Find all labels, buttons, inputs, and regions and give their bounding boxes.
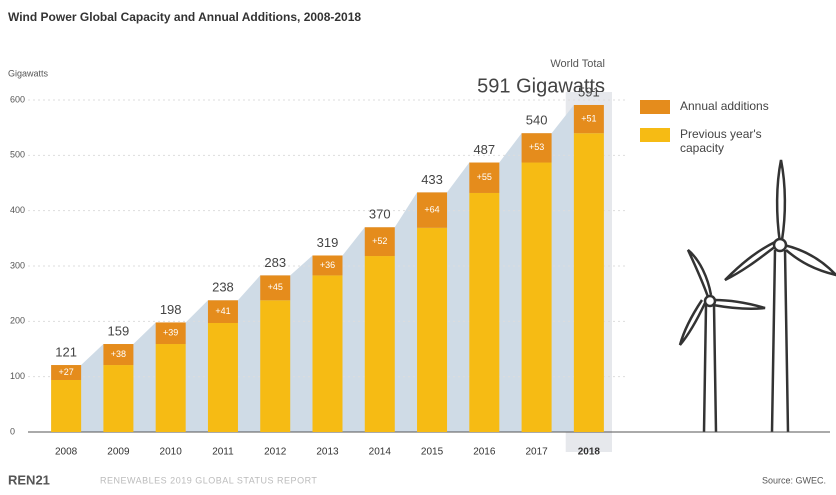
value-label: +39 <box>163 328 178 338</box>
total-label: 159 <box>108 323 130 338</box>
x-tick-label: 2008 <box>55 447 78 458</box>
bar-segment <box>573 104 604 134</box>
bar-segment <box>521 133 552 163</box>
bar-segment <box>364 227 395 257</box>
turbines <box>678 159 836 433</box>
legend-label: Previous year's capacity <box>680 127 762 155</box>
bar-segment <box>364 256 395 432</box>
x-tick-label: 2013 <box>316 447 339 458</box>
bar-segment <box>103 344 134 366</box>
y-tick-label: 100 <box>10 371 25 381</box>
legend-label: Annual additions <box>680 99 769 113</box>
total-label: 198 <box>160 302 182 317</box>
total-label: 370 <box>369 207 391 222</box>
bar-segment <box>260 275 291 301</box>
bar-segment <box>260 300 291 432</box>
bar-segment <box>417 227 448 432</box>
bar-segment <box>312 255 343 276</box>
bar-segment <box>51 365 82 380</box>
y-tick-label: 600 <box>10 94 25 104</box>
footer-brand: REN21 <box>8 472 50 487</box>
value-label: +41 <box>215 306 230 316</box>
x-tick-label: 2010 <box>160 447 183 458</box>
legend-swatch <box>640 128 670 142</box>
value-label: +55 <box>477 172 492 182</box>
value-label: +64 <box>424 204 439 214</box>
bar-segment <box>51 379 82 432</box>
bar-segment <box>155 322 186 345</box>
total-label: 487 <box>473 142 495 157</box>
total-label: 540 <box>526 113 548 128</box>
chart-title: Wind Power Global Capacity and Annual Ad… <box>8 10 361 24</box>
total-label: 283 <box>264 255 286 270</box>
y-tick-label: 500 <box>10 150 25 160</box>
total-label: 121 <box>55 344 77 359</box>
value-label: +53 <box>529 142 544 152</box>
total-label: 591 <box>578 84 600 99</box>
bar-segment <box>469 162 500 193</box>
footer-source: Source: GWEC. <box>762 475 826 485</box>
value-label: +36 <box>320 260 335 270</box>
value-label: +38 <box>111 349 126 359</box>
bar-segment <box>312 275 343 432</box>
bar-segment <box>469 192 500 432</box>
y-axis-label: Gigawatts <box>8 68 49 78</box>
y-tick-label: 0 <box>10 426 15 436</box>
annotation-value: 591 Gigawatts <box>477 75 605 97</box>
bar-segment <box>573 133 604 432</box>
footer-report: RENEWABLES 2019 GLOBAL STATUS REPORT <box>100 475 317 485</box>
x-tick-label: 2017 <box>525 447 548 458</box>
x-tick-label: 2015 <box>421 447 444 458</box>
total-label: 319 <box>317 235 339 250</box>
bar-segment <box>155 344 186 432</box>
total-label: 433 <box>421 172 443 187</box>
value-label: +52 <box>372 236 387 246</box>
bar-segment <box>103 365 134 432</box>
x-tick-label: 2014 <box>369 447 392 458</box>
legend-swatch <box>640 100 670 114</box>
bar-segment <box>521 162 552 432</box>
x-tick-label: 2012 <box>264 447 287 458</box>
annotation-label: World Total <box>550 58 605 70</box>
value-label: +27 <box>58 367 73 377</box>
total-label: 238 <box>212 280 234 295</box>
value-label: +51 <box>581 113 596 123</box>
value-label: +45 <box>268 282 283 292</box>
bar-segment <box>417 192 448 228</box>
bar-segment <box>207 300 238 323</box>
y-tick-label: 300 <box>10 260 25 270</box>
x-tick-label: 2016 <box>473 447 496 458</box>
x-tick-label: 2018 <box>578 447 601 458</box>
x-tick-label: 2009 <box>107 447 130 458</box>
y-tick-label: 400 <box>10 205 25 215</box>
y-tick-label: 200 <box>10 316 25 326</box>
bar-segment <box>207 322 238 432</box>
x-tick-label: 2011 <box>212 447 234 458</box>
